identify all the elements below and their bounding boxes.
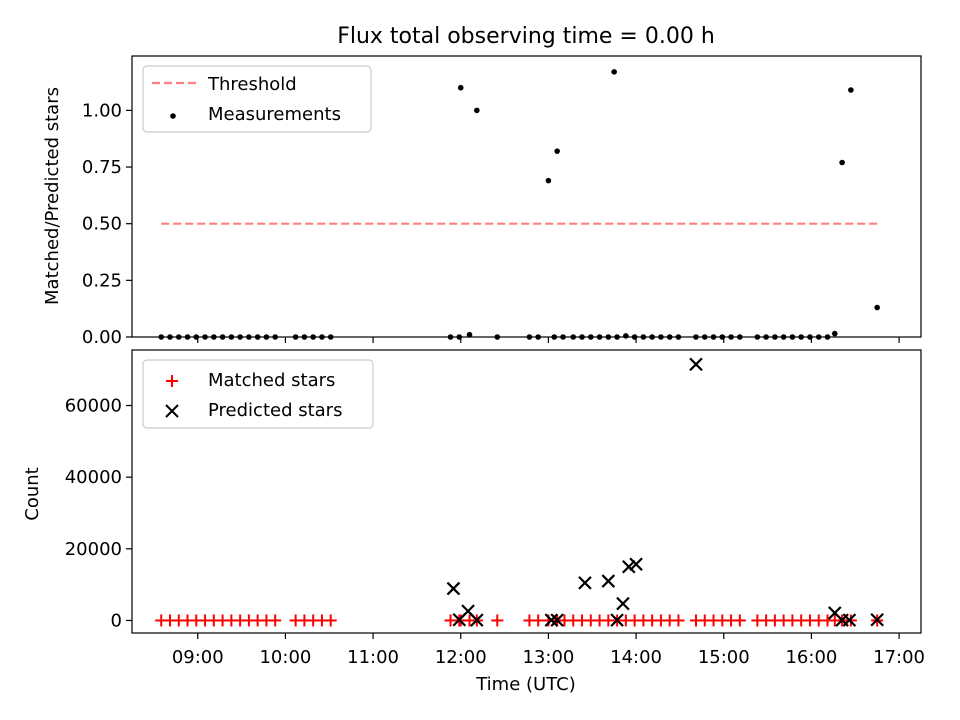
legend-measurements-label: Measurements: [208, 104, 341, 125]
top-y-tick-label: 1.00: [82, 100, 122, 121]
matched-star-marker: [733, 614, 746, 627]
bottom-legend: Matched stars Predicted stars: [142, 359, 374, 429]
top-y-ticks: 0.00 0.25 0.50 0.75 1.00: [82, 100, 132, 348]
bottom-x-tick-label: 16:00: [785, 647, 837, 668]
predicted-star-marker: [470, 613, 484, 627]
legend-predicted-stars-label: Predicted stars: [208, 400, 342, 421]
predicted-star-marker: [621, 559, 636, 574]
bottom-x-axis-label: Time (UTC): [475, 674, 576, 695]
bottom-x-tick-label: 13:00: [522, 647, 574, 668]
legend-matched-stars-label: Matched stars: [208, 370, 335, 391]
top-x-ticks: [197, 337, 900, 343]
top-panel: Flux total observing time = 0.00 h 0.000…: [42, 24, 922, 348]
top-y-tick-label: 0.25: [82, 270, 122, 291]
predicted-stars-legend-marker: [165, 404, 179, 418]
bottom-x-tick-label: 10:00: [259, 647, 311, 668]
bottom-y-tick-label: 40000: [65, 467, 122, 488]
measurement-point: [466, 331, 473, 338]
predicted-star-marker: [629, 557, 643, 571]
measurement-point: [554, 148, 560, 154]
predicted-star-marker: [870, 612, 884, 627]
predicted-star-marker: [610, 613, 624, 627]
legend-threshold-label: Threshold: [207, 74, 297, 95]
measurement-point: [839, 159, 845, 166]
bottom-x-ticks: 09:00 10:00 11:00 12:00 13:00 14:00 15:00 16:00…: [172, 633, 925, 668]
predicted-star-marker: [550, 613, 564, 627]
predicted-star-marker: [601, 574, 616, 588]
bottom-plot-frame: [131, 349, 922, 634]
matched-stars-legend-marker: [166, 375, 178, 387]
predicted-star-marker: [689, 357, 703, 372]
top-chart-title: Flux total observing time = 0.00 h: [337, 24, 715, 49]
measurement-point: [545, 177, 552, 184]
top-plot-frame: [131, 55, 922, 338]
bottom-x-tick-label: 09:00: [172, 647, 224, 668]
matched-star-marker: [532, 614, 545, 627]
top-y-tick-label: 0.75: [82, 157, 122, 178]
measurement-point: [474, 107, 480, 114]
bottom-marks: [155, 357, 884, 627]
bottom-y-tick-label: 0: [111, 610, 122, 631]
predicted-star-marker: [544, 613, 559, 627]
bottom-legend-box: [142, 359, 374, 429]
matched-star-marker: [269, 614, 282, 627]
top-legend: Threshold Measurements: [142, 65, 372, 133]
measurement-point: [457, 84, 464, 91]
matched-star-marker: [672, 614, 685, 627]
bottom-x-tick-label: 17:00: [873, 647, 925, 668]
measurement-point: [623, 333, 629, 339]
bottom-y-ticks: 0 20000 40000 60000: [65, 396, 132, 631]
top-legend-box: [142, 65, 372, 133]
measurement-point: [874, 304, 880, 311]
predicted-star-marker: [446, 581, 461, 596]
bottom-y-tick-label: 20000: [65, 539, 122, 560]
predicted-star-marker: [616, 596, 630, 611]
matched-star-marker: [491, 614, 504, 627]
predicted-star-marker: [842, 613, 857, 627]
measurement-point: [611, 69, 617, 75]
bottom-x-tick-label: 15:00: [698, 647, 750, 668]
bottom-y-axis-label: Count: [22, 467, 43, 520]
top-y-tick-label: 0.50: [82, 214, 122, 235]
measurements-legend-marker: [170, 113, 176, 119]
top-y-tick-label: 0.00: [82, 327, 122, 348]
bottom-x-tick-label: 14:00: [610, 647, 662, 668]
bottom-x-tick-label: 11:00: [347, 647, 399, 668]
bottom-x-tick-label: 12:00: [435, 647, 487, 668]
top-y-axis-label: Matched/Predicted stars: [42, 87, 63, 305]
predicted-star-marker: [578, 576, 592, 590]
measurement-point: [848, 87, 854, 93]
measurement-point: [831, 330, 838, 337]
bottom-y-tick-label: 60000: [65, 396, 122, 417]
bottom-panel: 0 20000 40000 60000 09:00 10:00 11:00 12:00 13:…: [22, 349, 925, 695]
matched-star-marker: [324, 614, 337, 627]
